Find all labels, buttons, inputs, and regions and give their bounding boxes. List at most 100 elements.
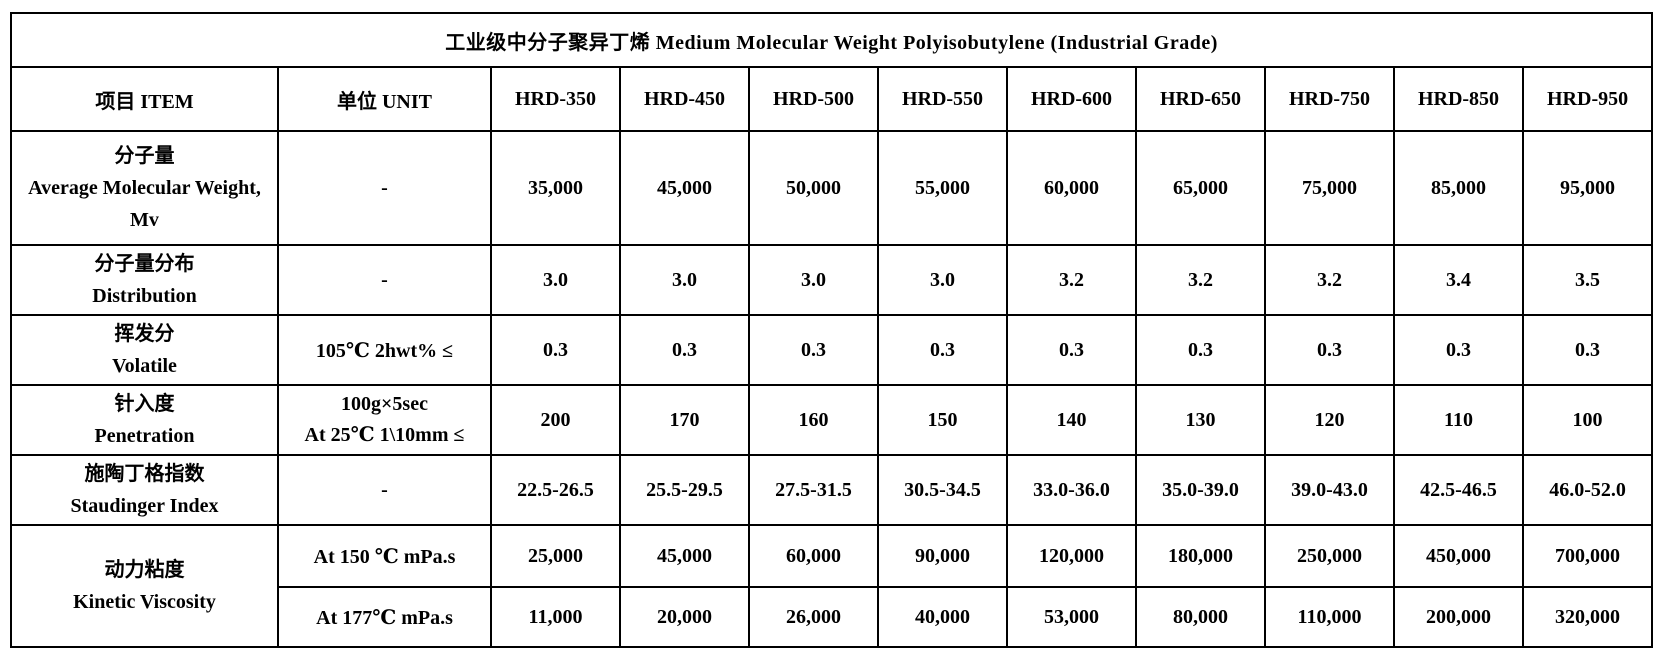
value-cell: 0.3 <box>490 314 621 386</box>
value-cell: 80,000 <box>1135 586 1266 648</box>
value-cell: 3.4 <box>1393 244 1524 316</box>
row-kinetic-viscosity-150: 动力粘度 Kinetic Viscosity At 150 ℃ mPa.s 25… <box>10 524 1654 648</box>
value-cell: 0.3 <box>1006 314 1137 386</box>
unit-cell: 105℃ 2hwt% ≤ <box>277 314 492 386</box>
value-cell: 100 <box>1521 384 1654 456</box>
value-cell: 22.5-26.5 <box>490 454 621 526</box>
item-kinetic-viscosity: 动力粘度 Kinetic Viscosity <box>10 524 279 648</box>
value-cell: 11,000 <box>490 586 621 648</box>
title-row: 工业级中分子聚异丁烯 Medium Molecular Weight Polyi… <box>9 12 1654 68</box>
value-cell: 42.5-46.5 <box>1393 454 1524 526</box>
header-grade: HRD-750 <box>1264 66 1395 132</box>
header-grade: HRD-500 <box>748 66 879 132</box>
value-cell: 3.2 <box>1135 244 1266 316</box>
item-distribution: 分子量分布 Distribution <box>10 244 279 316</box>
item-label-zh: 动力粘度 <box>104 559 185 581</box>
value-cell: 27.5-31.5 <box>748 454 879 526</box>
value-cell: 55,000 <box>877 130 1008 246</box>
value-cell: 40,000 <box>877 586 1008 648</box>
header-grade: HRD-350 <box>490 66 621 132</box>
row-penetration: 针入度 Penetration 100g×5sec At 25℃ 1\10mm … <box>10 384 1654 456</box>
row-molecular-weight: 分子量 Average Molecular Weight, Mv - 35,00… <box>10 130 1654 246</box>
value-cell: 150 <box>877 384 1008 456</box>
value-cell: 30.5-34.5 <box>877 454 1008 526</box>
header-grade: HRD-950 <box>1521 66 1654 132</box>
header-grade: HRD-450 <box>619 66 750 132</box>
unit-cell: - <box>277 454 492 526</box>
value-cell: 120,000 <box>1006 524 1137 588</box>
item-label-en: Penetration <box>94 425 195 447</box>
value-cell: 33.0-36.0 <box>1006 454 1137 526</box>
unit-line: At 25℃ 1\10mm ≤ <box>304 424 465 446</box>
item-staudinger-index: 施陶丁格指数 Staudinger Index <box>10 454 279 526</box>
unit-line: 100g×5sec <box>341 393 428 415</box>
value-cell: 3.0 <box>748 244 879 316</box>
value-cell: 75,000 <box>1264 130 1395 246</box>
item-label-zh: 针入度 <box>114 393 175 415</box>
value-cell: 45,000 <box>619 524 750 588</box>
unit-cell: - <box>277 244 492 316</box>
value-cell: 0.3 <box>748 314 879 386</box>
item-label-zh: 施陶丁格指数 <box>84 463 205 485</box>
value-cell: 180,000 <box>1135 524 1266 588</box>
value-cell: 320,000 <box>1521 586 1654 648</box>
item-label-en: Volatile <box>112 355 177 377</box>
value-cell: 0.3 <box>1135 314 1266 386</box>
value-cell: 250,000 <box>1264 524 1395 588</box>
spec-table: 工业级中分子聚异丁烯 Medium Molecular Weight Polyi… <box>9 12 1654 648</box>
value-cell: 85,000 <box>1393 130 1524 246</box>
value-cell: 0.3 <box>619 314 750 386</box>
row-staudinger-index: 施陶丁格指数 Staudinger Index - 22.5-26.5 25.5… <box>10 454 1654 526</box>
row-volatile: 挥发分 Volatile 105℃ 2hwt% ≤ 0.3 0.3 0.3 0.… <box>10 314 1654 386</box>
header-grade: HRD-650 <box>1135 66 1266 132</box>
page-title: 工业级中分子聚异丁烯 Medium Molecular Weight Polyi… <box>9 12 1654 68</box>
unit-cell: - <box>277 130 492 246</box>
unit-cell: 100g×5sec At 25℃ 1\10mm ≤ <box>277 384 492 456</box>
value-cell: 130 <box>1135 384 1266 456</box>
value-cell: 45,000 <box>619 130 750 246</box>
value-cell: 110 <box>1393 384 1524 456</box>
item-label-zh: 挥发分 <box>114 323 175 345</box>
item-volatile: 挥发分 Volatile <box>10 314 279 386</box>
value-cell: 90,000 <box>877 524 1008 588</box>
value-cell: 95,000 <box>1521 130 1654 246</box>
value-cell: 3.0 <box>877 244 1008 316</box>
value-cell: 25.5-29.5 <box>619 454 750 526</box>
value-cell: 450,000 <box>1393 524 1524 588</box>
value-cell: 60,000 <box>1006 130 1137 246</box>
value-cell: 53,000 <box>1006 586 1137 648</box>
item-label-en: Staudinger Index <box>70 495 219 517</box>
value-cell: 35,000 <box>490 130 621 246</box>
item-molecular-weight: 分子量 Average Molecular Weight, Mv <box>10 130 279 246</box>
value-cell: 170 <box>619 384 750 456</box>
item-label-en: Kinetic Viscosity <box>73 591 216 613</box>
header-unit: 单位 UNIT <box>277 66 492 132</box>
value-cell: 50,000 <box>748 130 879 246</box>
item-label-zh: 分子量分布 <box>94 253 195 275</box>
value-cell: 46.0-52.0 <box>1521 454 1654 526</box>
value-cell: 26,000 <box>748 586 879 648</box>
header-grade: HRD-550 <box>877 66 1008 132</box>
value-cell: 65,000 <box>1135 130 1266 246</box>
header-grade: HRD-850 <box>1393 66 1524 132</box>
value-cell: 3.5 <box>1521 244 1654 316</box>
value-cell: 3.0 <box>490 244 621 316</box>
value-cell: 160 <box>748 384 879 456</box>
value-cell: 700,000 <box>1521 524 1654 588</box>
value-cell: 35.0-39.0 <box>1135 454 1266 526</box>
item-penetration: 针入度 Penetration <box>10 384 279 456</box>
value-cell: 200,000 <box>1393 586 1524 648</box>
item-label-en: Distribution <box>92 285 197 307</box>
value-cell: 0.3 <box>1264 314 1395 386</box>
value-cell: 0.3 <box>1393 314 1524 386</box>
value-cell: 3.0 <box>619 244 750 316</box>
value-cell: 200 <box>490 384 621 456</box>
value-cell: 140 <box>1006 384 1137 456</box>
item-label-en: Average Molecular Weight, <box>28 177 261 199</box>
value-cell: 20,000 <box>619 586 750 648</box>
header-grade: HRD-600 <box>1006 66 1137 132</box>
value-cell: 3.2 <box>1006 244 1137 316</box>
value-cell: 0.3 <box>877 314 1008 386</box>
header-row: 项目 ITEM 单位 UNIT HRD-350 HRD-450 HRD-500 … <box>10 66 1654 132</box>
